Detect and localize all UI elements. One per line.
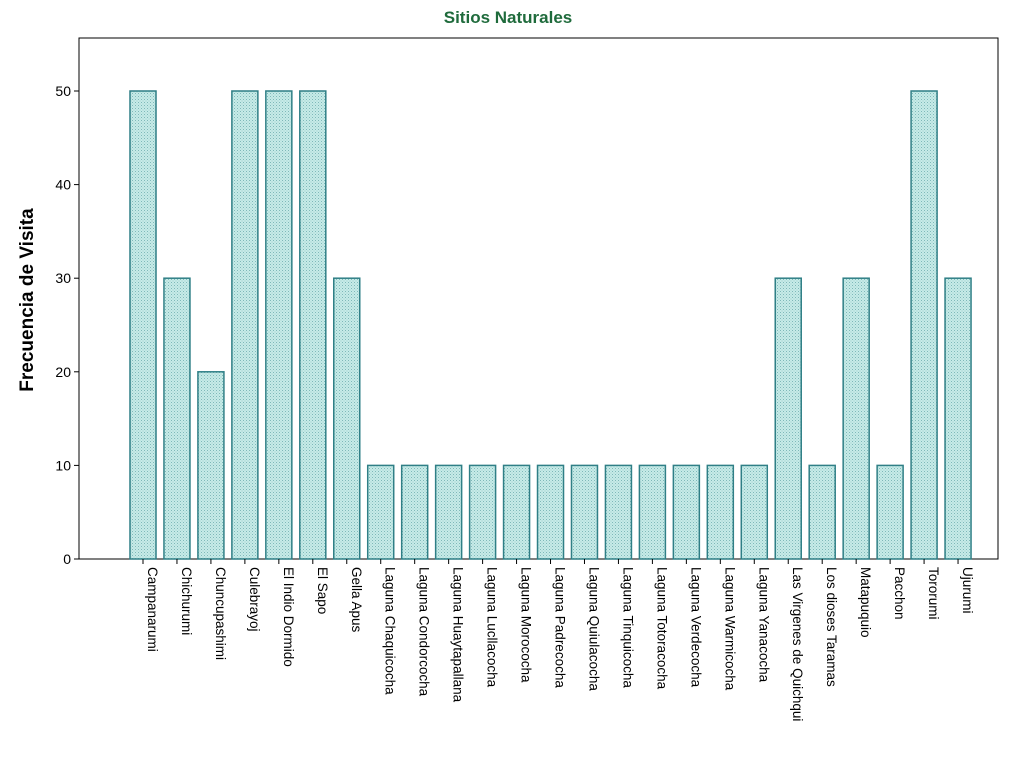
bar — [808, 464, 836, 560]
x-tick-label: Culebrayoj — [247, 567, 262, 632]
x-tick-label: Laguna Padrecocha — [553, 567, 568, 688]
bar — [299, 90, 327, 560]
x-tick-label: Laguna Warmicocha — [722, 567, 737, 691]
x-tick-label: Tororumi — [926, 567, 941, 620]
x-tick-label: Ujurumi — [960, 567, 975, 614]
x-tick-label: Pacchon — [892, 567, 907, 620]
bar — [468, 464, 497, 560]
bar — [570, 464, 599, 560]
bar — [842, 277, 870, 560]
x-tick-label: Las Virgenes de Quichqui — [790, 567, 805, 721]
bar — [231, 90, 259, 560]
x-tick-label: Laguna Morococha — [519, 567, 534, 683]
bar — [434, 464, 463, 560]
x-tick-label: Laguna Condorcocha — [417, 567, 432, 697]
x-tick-label: Gella Apus — [349, 567, 364, 633]
bar — [672, 464, 701, 560]
bar — [604, 464, 633, 560]
bar — [163, 277, 191, 560]
y-tick-label: 40 — [55, 177, 71, 193]
bar — [706, 464, 735, 560]
bar — [129, 90, 157, 560]
x-tick-label: Laguna Chaquicocha — [383, 567, 398, 695]
bar — [774, 277, 802, 560]
x-tick-label: Laguna Huaytapallana — [451, 567, 466, 703]
y-tick-label: 10 — [55, 457, 71, 473]
x-tick-label: Los dioses Taramas — [824, 567, 839, 687]
x-tick-label: El Indio Dormido — [281, 567, 296, 667]
x-tick-label: Laguna Totoracocha — [654, 567, 669, 690]
bar — [366, 464, 395, 560]
x-tick-label: Chichurumi — [179, 567, 194, 635]
bar — [197, 371, 225, 560]
y-tick-label: 30 — [55, 270, 71, 286]
y-tick-label: 50 — [55, 83, 71, 99]
x-tick-label: El Sapo — [315, 567, 330, 614]
bar — [333, 277, 361, 560]
bar — [740, 464, 769, 560]
bar — [502, 464, 531, 560]
bar — [876, 464, 904, 560]
x-tick-label: Laguna Verdecocha — [688, 567, 703, 688]
bar — [910, 90, 938, 560]
x-tick-label: Chuncupashimi — [213, 567, 228, 660]
bar — [400, 464, 429, 560]
x-tick-label: Laguna Tinquicocha — [620, 567, 635, 688]
x-tick-label: Laguna Lucllacocha — [485, 567, 500, 688]
bar — [638, 464, 667, 560]
bar — [944, 277, 972, 560]
bar — [536, 464, 565, 560]
chart-title: Sitios Naturales — [443, 8, 573, 27]
x-tick-label: Laguna Quiulacocha — [586, 567, 601, 691]
x-tick-label: Matapuquio — [858, 567, 873, 638]
x-tick-label: Campanarumi — [145, 567, 160, 652]
x-tick-label: Laguna Yanacocha — [756, 567, 771, 683]
bar — [265, 90, 293, 560]
y-tick-label: 20 — [55, 364, 71, 380]
y-tick-label: 0 — [63, 551, 71, 567]
